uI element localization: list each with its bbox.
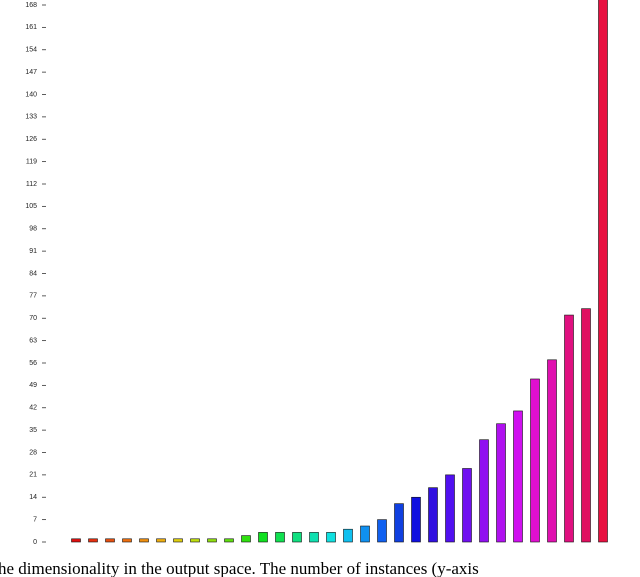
y-tick-label: 14 [29, 494, 37, 501]
bar [241, 535, 251, 543]
y-tick-label: 98 [29, 226, 37, 233]
caption: he dimensionality in the output space. T… [0, 559, 479, 577]
bar [479, 439, 489, 543]
y-tick-label: 63 [29, 337, 37, 344]
bar [326, 532, 336, 543]
bar [377, 519, 387, 543]
bar [224, 538, 234, 543]
bar [496, 423, 506, 543]
bar [445, 474, 455, 543]
bar [173, 538, 183, 543]
bar [190, 538, 200, 543]
bar [207, 538, 217, 543]
y-tick-label: 140 [25, 91, 37, 98]
bar [88, 538, 98, 543]
bar [411, 496, 421, 543]
y-tick-label: 91 [29, 248, 37, 255]
bar [530, 378, 540, 543]
y-tick-label: 7 [33, 516, 37, 523]
y-tick-label: 56 [29, 360, 37, 367]
bar [547, 359, 557, 543]
bar [462, 468, 472, 543]
bar [598, 0, 608, 543]
bar [71, 538, 81, 543]
y-tick-label: 28 [29, 449, 37, 456]
bar [360, 525, 370, 543]
bar [394, 503, 404, 543]
y-tick-label: 21 [29, 472, 37, 479]
bar [139, 538, 149, 543]
bar [343, 528, 353, 543]
bar [122, 538, 132, 543]
y-tick-label: 133 [25, 114, 37, 121]
y-tick-label: 119 [26, 158, 37, 165]
y-tick-label: 70 [29, 315, 37, 322]
y-tick-label: 84 [29, 270, 37, 277]
y-tick-label: 112 [26, 181, 37, 188]
bar [428, 487, 438, 543]
y-tick-label: 77 [29, 293, 37, 300]
y-tick-label: 154 [25, 47, 37, 54]
bar [258, 532, 268, 543]
bar [513, 410, 523, 543]
bar [309, 532, 319, 543]
bar [105, 538, 115, 543]
bar [581, 308, 591, 543]
y-tick-label: 105 [25, 203, 37, 210]
bar [564, 314, 574, 543]
y-tick-label: 168 [25, 2, 37, 9]
y-tick-label: 49 [29, 382, 37, 389]
y-tick-label: 161 [25, 24, 37, 31]
y-tick-label: 147 [25, 69, 37, 76]
y-tick-label: 126 [25, 136, 37, 143]
y-tick-label: 35 [29, 427, 37, 434]
bar [292, 532, 302, 543]
plot-area [71, 0, 608, 543]
bar [156, 538, 166, 543]
y-tick-label: 42 [29, 405, 37, 412]
y-tick-label: 0 [33, 539, 37, 546]
bar [275, 532, 285, 543]
